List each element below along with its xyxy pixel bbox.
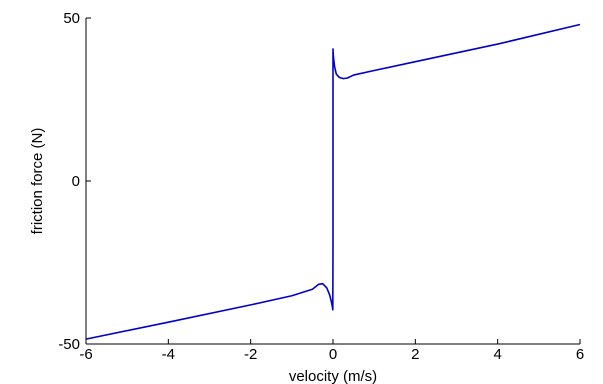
- series-layer: [85, 23, 581, 340]
- x-tick-label: 0: [329, 346, 337, 363]
- series-line-1: [85, 23, 581, 340]
- x-tick-label: 2: [411, 346, 419, 363]
- y-tick-label: -50: [58, 336, 80, 353]
- x-tick-label: -4: [162, 346, 175, 363]
- x-axis-label: velocity (m/s): [289, 368, 377, 384]
- y-axis-label: friction force (N): [29, 128, 46, 235]
- x-tick-label: 4: [493, 346, 501, 363]
- x-tick-label: -2: [244, 346, 257, 363]
- y-tick-label: 50: [63, 10, 80, 27]
- x-tick-label: -6: [79, 346, 92, 363]
- y-tick-label: 0: [72, 173, 80, 190]
- x-axis-ticks: -6 -4 -2 0 2 4 6: [79, 339, 584, 363]
- x-tick-label: 6: [576, 346, 584, 363]
- y-axis-ticks: -50 0 50: [58, 10, 91, 353]
